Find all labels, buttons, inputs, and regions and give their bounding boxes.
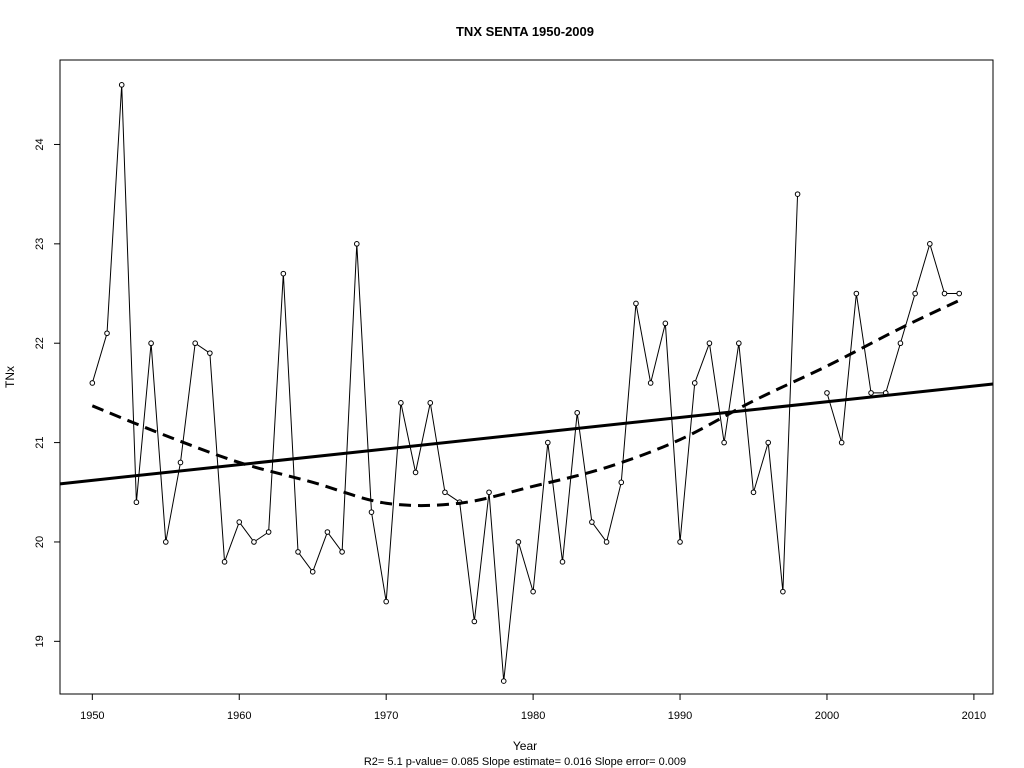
data-point xyxy=(486,489,492,496)
plot-frame xyxy=(59,59,994,695)
data-point xyxy=(339,549,345,555)
data-point xyxy=(750,489,757,496)
data-point xyxy=(545,439,551,446)
data-point xyxy=(927,241,933,247)
data-point xyxy=(824,390,830,396)
data-point xyxy=(618,479,625,486)
data-point xyxy=(691,380,698,386)
data-point xyxy=(589,519,595,525)
x-tick-label: 1970 xyxy=(374,710,398,722)
data-point xyxy=(780,588,786,595)
observed-series-line xyxy=(826,242,960,443)
y-tick-label: 21 xyxy=(34,436,46,448)
x-tick-label: 2000 xyxy=(815,710,839,722)
observed-series-line xyxy=(91,84,799,682)
x-tick-label: 1950 xyxy=(80,710,104,722)
data-point xyxy=(104,330,110,337)
x-tick-label: 1990 xyxy=(668,710,692,722)
y-axis-label: TNx xyxy=(3,366,17,388)
data-point xyxy=(530,588,536,595)
y-tick-label: 24 xyxy=(34,138,46,150)
data-point xyxy=(412,469,419,476)
data-point xyxy=(868,390,874,396)
smoothed-trend-curve xyxy=(91,299,960,508)
data-point xyxy=(133,499,140,506)
y-axis: 19 20 21 22 23 24 xyxy=(34,138,60,647)
data-point xyxy=(662,320,669,327)
y-tick-label: 19 xyxy=(34,635,46,647)
data-point xyxy=(500,678,507,684)
data-point xyxy=(603,539,610,545)
data-point xyxy=(251,539,257,545)
data-point xyxy=(794,191,801,197)
linear-trend-line xyxy=(59,382,994,486)
data-point xyxy=(765,439,771,446)
plot-area xyxy=(59,82,994,684)
data-point xyxy=(89,380,96,386)
data-point xyxy=(853,290,860,297)
y-tick-label: 20 xyxy=(34,536,46,548)
data-point xyxy=(677,539,683,545)
data-point xyxy=(912,290,918,297)
data-point xyxy=(309,568,316,575)
data-point xyxy=(471,618,478,625)
data-point xyxy=(647,380,654,386)
x-axis: 1950 1960 1970 1980 1990 2000 2010 xyxy=(80,694,986,722)
data-point xyxy=(633,300,639,307)
data-point xyxy=(559,559,566,565)
data-point xyxy=(221,559,228,565)
data-point xyxy=(162,539,169,545)
data-point xyxy=(324,529,331,535)
data-point xyxy=(956,290,963,297)
data-point xyxy=(383,598,389,605)
x-tick-label: 2010 xyxy=(962,710,986,722)
x-tick-label: 1980 xyxy=(521,710,545,722)
x-axis-label: Year xyxy=(513,739,537,753)
y-tick-label: 23 xyxy=(34,238,46,250)
data-point xyxy=(207,350,213,356)
chart-title: TNX SENTA 1950-2009 xyxy=(456,24,594,39)
data-point xyxy=(353,241,360,247)
data-point xyxy=(736,340,742,347)
data-point xyxy=(295,549,301,555)
stats-subtitle: R2= 5.1 p-value= 0.085 Slope estimate= 0… xyxy=(364,756,686,768)
data-point xyxy=(265,529,272,535)
data-point xyxy=(280,270,287,277)
data-point xyxy=(442,489,448,496)
data-point xyxy=(515,539,522,545)
data-point xyxy=(941,290,948,297)
data-point xyxy=(897,340,904,347)
data-point xyxy=(721,439,727,446)
data-point xyxy=(192,340,198,347)
data-point xyxy=(398,400,404,406)
data-point xyxy=(427,400,434,406)
x-tick-label: 1960 xyxy=(227,710,251,722)
y-tick-label: 22 xyxy=(34,337,46,349)
data-point xyxy=(118,82,125,88)
data-point xyxy=(236,519,243,525)
data-point xyxy=(148,340,154,347)
data-point xyxy=(838,439,845,446)
data-point xyxy=(706,340,713,347)
data-point xyxy=(368,509,375,515)
data-point xyxy=(574,409,580,416)
data-point xyxy=(177,459,184,466)
